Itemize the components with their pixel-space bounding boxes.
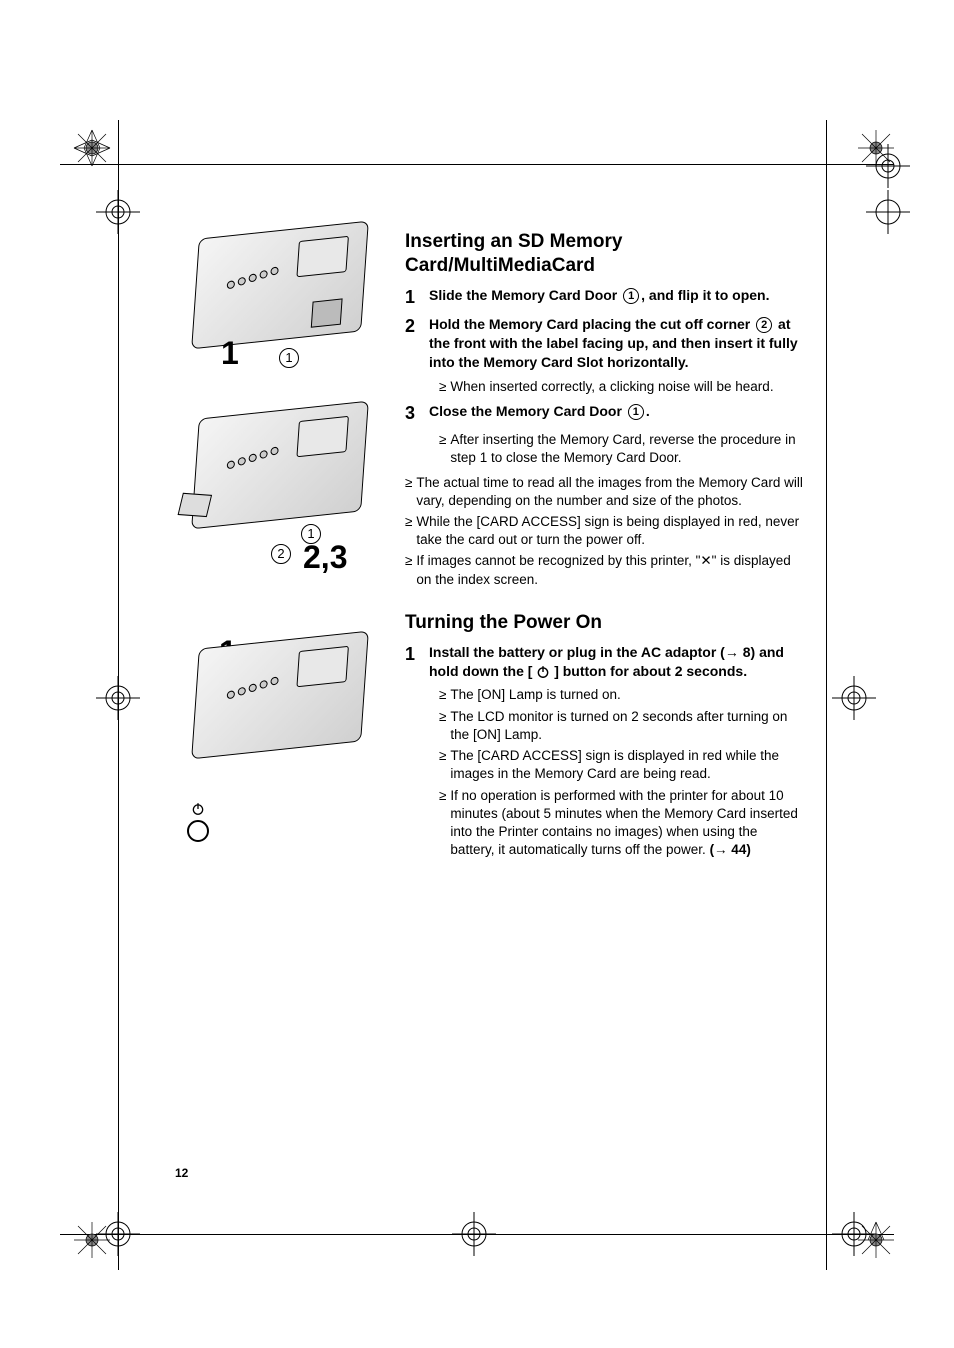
step-3-notes: After inserting the Memory Card, reverse…	[439, 431, 805, 467]
step-2-notes: When inserted correctly, a clicking nois…	[439, 378, 805, 396]
step-1-text-before: Slide the Memory Card Door	[429, 287, 621, 303]
bullet-text: The [ON] Lamp is turned on.	[450, 686, 620, 704]
sunburst-icon	[72, 128, 112, 168]
figure-3: 1	[175, 640, 375, 820]
callout-ref-icon: 1	[628, 404, 644, 420]
callout-ref-icon: 1	[623, 288, 639, 304]
section-2-step-1-notes: The [ON] Lamp is turned on. The LCD moni…	[439, 686, 805, 859]
page-number: 12	[175, 1166, 188, 1180]
section-1-notes: The actual time to read all the images f…	[405, 474, 805, 589]
registration-mark-icon	[96, 190, 140, 234]
figure-2-label: 2,3	[303, 539, 347, 576]
step-text-before-arrow: Install the battery or plug in the AC ad…	[429, 644, 725, 660]
bullet-text: If images cannot be recognized by this p…	[416, 552, 805, 588]
registration-mark-icon	[96, 1212, 140, 1256]
bullet-item: The [CARD ACCESS] sign is displayed in r…	[439, 747, 805, 783]
power-button-illustration	[187, 802, 209, 842]
page-content: 1 1 1 2 2,3 1	[175, 230, 805, 865]
bullet-item: If no operation is performed with the pr…	[439, 787, 805, 860]
callout-ref-icon: 2	[756, 317, 772, 333]
registration-mark-icon	[832, 676, 876, 720]
registration-mark-icon	[452, 1212, 496, 1256]
section-2: Turning the Power On 1 Install the batte…	[405, 611, 805, 860]
bullet-text: After inserting the Memory Card, reverse…	[450, 431, 805, 467]
step-2-text-before: Hold the Memory Card placing the cut off…	[429, 316, 754, 332]
figure-2-callout-2: 2	[271, 544, 291, 564]
step-number: 1	[405, 286, 429, 309]
step-1-text-after: , and flip it to open.	[641, 287, 769, 303]
power-icon	[536, 665, 550, 679]
figure-1-callout: 1	[279, 348, 299, 368]
registration-mark-icon	[866, 190, 910, 234]
bullet-item: If images cannot be recognized by this p…	[405, 552, 805, 588]
step-3-text-after: .	[646, 403, 650, 419]
section-2-step-1: 1 Install the battery or plug in the AC …	[405, 643, 805, 681]
registration-mark-icon	[96, 676, 140, 720]
step-number: 3	[405, 402, 429, 425]
illustration-column: 1 1 1 2 2,3 1	[175, 230, 375, 865]
bullet-item: After inserting the Memory Card, reverse…	[439, 431, 805, 467]
step-text-after-icon: ] button for about 2 seconds.	[550, 663, 747, 679]
step-number: 1	[405, 643, 429, 681]
step-3-text-before: Close the Memory Card Door	[429, 403, 626, 419]
bullet-text: The [CARD ACCESS] sign is displayed in r…	[450, 747, 805, 783]
text-column: Inserting an SD Memory Card/MultiMediaCa…	[405, 230, 805, 865]
figure-1: 1 1	[175, 230, 375, 370]
section-2-heading: Turning the Power On	[405, 611, 805, 635]
step-number: 2	[405, 315, 429, 372]
bullet-text: When inserted correctly, a clicking nois…	[450, 378, 773, 396]
bullet-item: The [ON] Lamp is turned on.	[439, 686, 805, 704]
bullet-item: While the [CARD ACCESS] sign is being di…	[405, 513, 805, 549]
section-1-step-3: 3 Close the Memory Card Door 1.	[405, 402, 805, 425]
crop-line-right	[826, 120, 827, 1270]
registration-mark-icon	[832, 1212, 876, 1256]
bullet-text: The LCD monitor is turned on 2 seconds a…	[450, 708, 805, 744]
crop-line-top	[60, 164, 894, 165]
bullet-item: The LCD monitor is turned on 2 seconds a…	[439, 708, 805, 744]
section-1-heading: Inserting an SD Memory Card/MultiMediaCa…	[405, 230, 805, 278]
figure-1-label: 1	[221, 335, 239, 372]
bullet-text: The actual time to read all the images f…	[416, 474, 805, 510]
arrow-ref-icon: →	[725, 644, 739, 660]
page-ref: (→ 44)	[710, 842, 751, 857]
section-1-step-1: 1 Slide the Memory Card Door 1, and flip…	[405, 286, 805, 309]
bullet-item: When inserted correctly, a clicking nois…	[439, 378, 805, 396]
bullet-item: The actual time to read all the images f…	[405, 474, 805, 510]
bullet-text: While the [CARD ACCESS] sign is being di…	[416, 513, 805, 549]
figure-2: 1 2 2,3	[175, 410, 375, 570]
registration-mark-icon	[866, 144, 910, 188]
section-1-step-2: 2 Hold the Memory Card placing the cut o…	[405, 315, 805, 372]
bullet-text: If no operation is performed with the pr…	[450, 787, 805, 860]
